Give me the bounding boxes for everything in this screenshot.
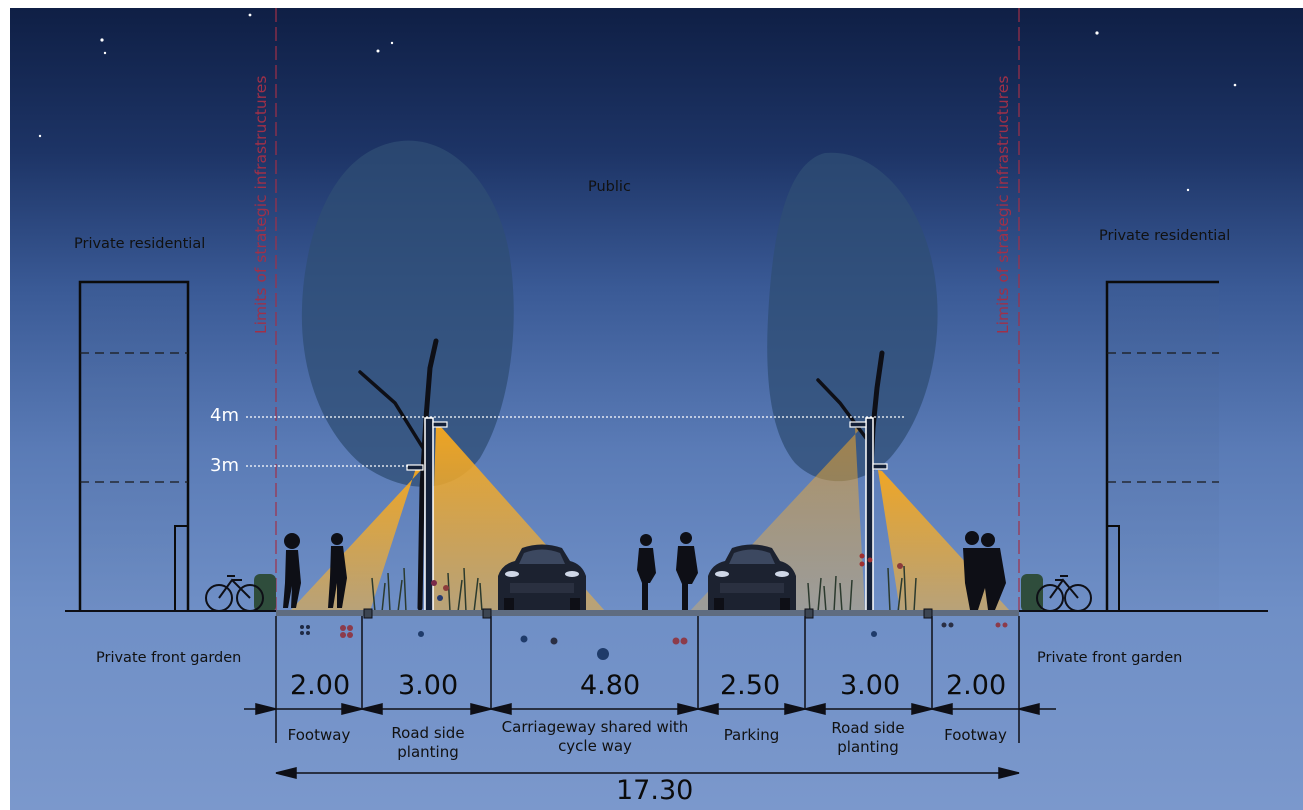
segment-name: Footway [944,726,1007,744]
tree-canopy-left [301,140,514,487]
moon-icon [1075,71,1110,127]
segment-name: Road side planting [831,719,905,756]
segment-width: 3.00 [840,670,901,701]
car-icon [708,544,796,612]
tree-canopy-right [767,152,938,482]
utility-dots [300,622,1008,660]
private-front-garden-left-label: Private front garden [96,650,242,666]
segment-width: 2.00 [946,670,1007,701]
pedestrian-icon [283,533,301,608]
street-section-diagram: Public Private residential Private resid… [10,8,1303,810]
curb [923,608,933,619]
private-front-garden-right-label: Private front garden [1037,650,1183,666]
curb [363,608,373,619]
car-icon [498,544,586,612]
pedestrian-icon [963,531,1006,610]
building-icon [1105,280,1219,612]
segment-name: Parking [723,726,780,744]
curb [482,608,492,619]
building-icon [78,280,190,612]
planting-left [371,567,483,613]
segment-width: 4.80 [580,670,641,701]
height-3m-label: 3m [210,455,239,476]
cyclist-icon [676,532,698,611]
hedge-left [254,574,276,612]
road-surface [276,610,1019,616]
height-4m-label: 4m [210,405,239,426]
limits-left-label: Limits of strategic infrastructures [252,75,270,334]
total-width: 17.30 [616,775,694,806]
section-boxes [275,616,1020,743]
limits-right-label: Limits of strategic infrastructures [994,75,1012,334]
pedestrian-icon [328,533,347,608]
segment-name: Footway [287,726,351,744]
private-residential-left-label: Private residential [74,236,206,252]
public-label: Public [588,179,631,195]
dimension-line [244,703,1056,779]
segment-name: Carriageway shared with cycle way [501,718,689,755]
cyclist-icon [637,534,656,611]
planting-right [807,553,917,613]
star-icon [38,13,1237,192]
curb [804,608,814,619]
private-residential-right-label: Private residential [1099,228,1231,244]
segment-name: Road side planting [391,724,465,761]
bicycle-icon [1036,575,1092,612]
diagram-graphics [38,8,1268,779]
segment-width: 2.50 [720,670,781,701]
segment-width: 2.00 [290,670,351,701]
segment-width: 3.00 [398,670,459,701]
